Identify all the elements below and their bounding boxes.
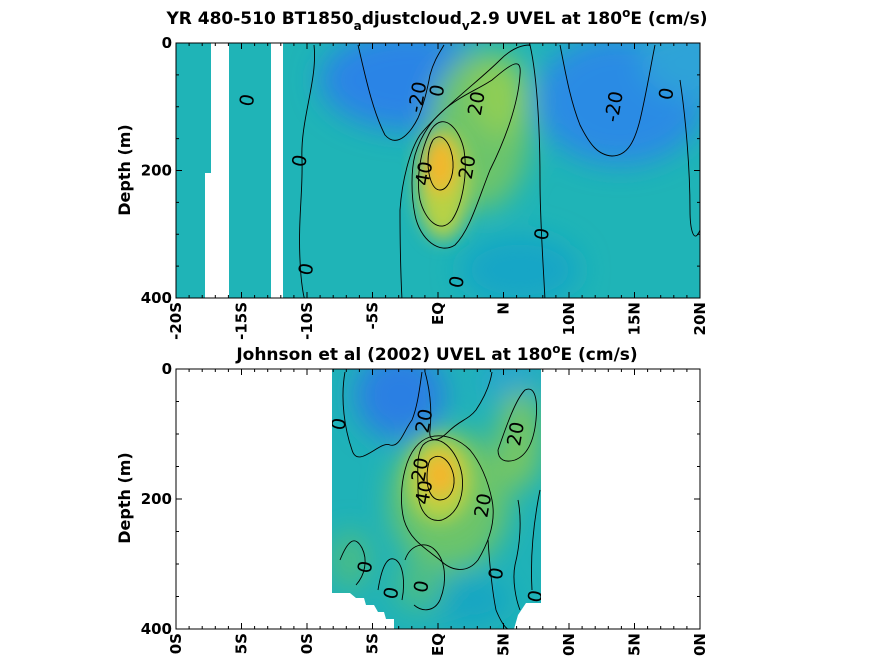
top-contour-label: 20 (464, 90, 490, 118)
top-contour-label: 40 (411, 160, 437, 188)
bottom-panel: Johnson et al (2002) UVEL at 180oE (cm/s… (115, 342, 709, 656)
bottom-x-tick-label: 0N (691, 633, 709, 656)
top-contour-label: 0 (295, 261, 319, 277)
bottom-x-tick-label: EQ (429, 633, 447, 656)
bottom-y-tick-label: 400 (141, 620, 172, 638)
top-x-tick-label: EQ (429, 302, 447, 325)
bottom-x-ticks: 0S 5S 0S 5S EQ 5N 0N 5N 0N (167, 369, 709, 656)
top-contour-label: 0 (288, 153, 312, 169)
top-contour-label: 0 (236, 92, 260, 108)
bottom-contour-label: 20 (470, 492, 496, 520)
bottom-x-tick-label: 5S (364, 633, 382, 654)
top-title: YR 480-510 BT1850adjustcloudv2.9 UVEL at… (165, 6, 707, 33)
top-y-tick-label: 200 (141, 162, 172, 180)
bottom-contour-label: 40 (411, 479, 437, 507)
bottom-contour-label: 0 (410, 579, 434, 595)
top-contours (299, 44, 700, 298)
top-x-ticks: -20S -15S -10S -5S EQ N 10N 15N 20N (167, 43, 709, 340)
top-contour-label: 0 (445, 274, 469, 290)
top-x-tick-label: 10N (560, 302, 578, 335)
top-contour-label: 0 (426, 83, 450, 99)
top-x-tick-label: -15S (233, 302, 251, 340)
top-y-tick-label: 400 (141, 289, 172, 307)
bottom-x-tick-label: 0S (298, 633, 316, 654)
top-contour-label: 20 (455, 153, 481, 181)
top-contour-label: -20 (404, 80, 431, 114)
bottom-x-tick-label: 0N (560, 633, 578, 656)
top-y-tick-label: 0 (162, 34, 172, 52)
top-panel: YR 480-510 BT1850adjustcloudv2.9 UVEL at… (115, 6, 709, 340)
bottom-y-tick-label: 200 (141, 490, 172, 508)
bottom-contour-label: 0 (354, 559, 378, 575)
bottom-contour-label: 20 (503, 420, 529, 448)
bottom-y-tick-label: 0 (162, 360, 172, 378)
top-x-tick-label: 15N (626, 302, 644, 335)
bottom-contour-label: 20 (411, 407, 437, 435)
top-y-axis-label: Depth (m) (115, 124, 134, 216)
bottom-title: Johnson et al (2002) UVEL at 180oE (cm/s… (235, 342, 637, 365)
bottom-contour-label: 0 (524, 589, 548, 605)
bottom-x-tick-label: 5S (233, 633, 251, 654)
bottom-contour-label: 0 (327, 416, 351, 432)
top-x-tick-label: -20S (167, 302, 185, 340)
bottom-contours (339, 371, 541, 629)
bottom-y-axis-label: Depth (m) (115, 452, 134, 544)
top-x-tick-label: 20N (691, 302, 709, 335)
top-contour-label: 0 (655, 86, 679, 102)
top-x-tick-label: -5S (364, 302, 382, 329)
bottom-x-tick-label: 5N (495, 633, 513, 656)
top-x-tick-label: -10S (298, 302, 316, 340)
top-contour-label: 0 (530, 226, 554, 242)
top-contour-label: -20 (601, 89, 628, 123)
bottom-contour-label: 20 (408, 456, 434, 484)
bottom-contour-label: 0 (380, 585, 404, 601)
bottom-x-tick-label: 5N (626, 633, 644, 656)
bottom-contour-label: 0 (485, 566, 509, 582)
top-x-tick-label: N (495, 302, 513, 315)
bottom-x-tick-label: 0S (167, 633, 185, 654)
